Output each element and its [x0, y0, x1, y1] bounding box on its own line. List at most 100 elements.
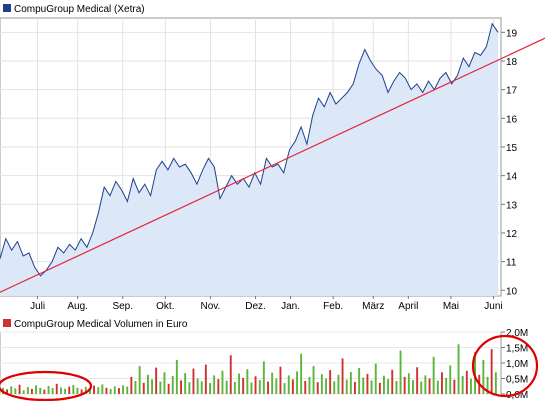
price-y-axis: 10 11 12 13 14 15 16 17 18 19	[501, 28, 518, 297]
volume-bar	[312, 366, 315, 394]
volume-bar	[233, 381, 236, 394]
volume-bar	[134, 381, 137, 394]
price-x-tick-label: Mai	[443, 301, 459, 312]
volume-bar	[470, 378, 472, 394]
volume-bar	[275, 378, 278, 394]
volume-chart-title: CompuGroup Medical Volumen in Euro	[14, 319, 188, 330]
volume-bar	[213, 375, 216, 394]
volume-bar	[130, 376, 133, 394]
volume-bar	[279, 366, 282, 394]
volume-bar	[105, 387, 108, 394]
price-y-tick-label: 16	[506, 114, 518, 125]
volume-bar	[68, 386, 71, 394]
price-x-tick-label: April	[398, 301, 418, 312]
volume-bar	[43, 389, 46, 394]
volume-bar	[374, 363, 377, 394]
price-x-tick-label: Jan.	[281, 301, 300, 312]
volume-bar	[412, 380, 414, 394]
volume-bar	[391, 369, 394, 394]
volume-bar	[204, 364, 207, 394]
volume-bar	[465, 370, 468, 395]
volume-bar	[345, 379, 348, 394]
price-x-tick-label: Nov.	[201, 301, 221, 312]
volume-bar	[89, 388, 91, 394]
volume-bar	[242, 377, 245, 394]
price-y-tick-label: 15	[506, 143, 518, 154]
price-x-tick-label: Feb.	[323, 301, 343, 312]
volume-bar	[436, 380, 439, 394]
volume-bar	[14, 388, 17, 394]
volume-bar	[254, 376, 257, 394]
volume-bar	[47, 385, 50, 394]
volume-bar	[147, 374, 149, 394]
volume-y-tick-label: 1,0M	[506, 359, 528, 370]
volume-bar	[395, 381, 398, 394]
volume-bar	[474, 352, 476, 394]
price-y-tick-label: 19	[506, 28, 518, 39]
volume-bar	[283, 383, 286, 394]
volume-bar	[267, 381, 269, 394]
volume-bar	[101, 384, 104, 394]
volume-bar	[378, 382, 381, 394]
volume-bar	[494, 372, 497, 394]
volume-bar	[138, 366, 141, 394]
volume-bar	[55, 383, 58, 394]
volume-bar	[122, 385, 124, 394]
volume-bar	[180, 380, 182, 394]
volume-bar	[308, 376, 311, 394]
volume-bar	[6, 389, 8, 394]
volume-bar	[142, 382, 145, 394]
price-line	[0, 22, 499, 277]
price-chart: CompuGroup Medical (Xetra) 1011121314151…	[0, 4, 545, 312]
price-x-tick-label: Sep.	[112, 301, 133, 312]
volume-bar	[341, 358, 344, 394]
volume-bar	[486, 376, 489, 394]
price-x-axis: Juli Aug. Sep. Okt. Nov. Dez. Jan. Feb. März Apri…	[30, 296, 503, 312]
volume-bar	[490, 349, 493, 394]
price-y-tick-label: 14	[506, 172, 518, 183]
volume-bar	[184, 373, 187, 394]
volume-bar	[97, 387, 100, 394]
volume-chart: CompuGroup Medical Volumen in Euro 2,0M 1…	[0, 319, 528, 401]
volume-bar	[60, 387, 62, 394]
volume-bar	[407, 373, 410, 394]
price-y-tick-label: 11	[506, 258, 517, 269]
volume-bar	[416, 367, 419, 394]
price-y-tick-label: 12	[506, 229, 518, 240]
volume-bar	[366, 373, 369, 394]
volume-bar	[167, 383, 170, 394]
volume-bar	[51, 388, 54, 394]
volume-bar	[420, 381, 423, 394]
volume-bar	[209, 383, 211, 394]
volume-bar	[238, 373, 240, 394]
volume-bar	[325, 378, 327, 394]
volume-bar	[258, 380, 261, 394]
volume-bar	[10, 386, 13, 395]
volume-bar	[22, 390, 25, 394]
volume-bar	[246, 369, 249, 394]
volume-bar	[349, 372, 352, 394]
volume-bar	[457, 344, 460, 394]
volume-bar	[304, 381, 307, 394]
price-y-tick-label: 10	[506, 286, 518, 297]
volume-bar	[159, 381, 162, 394]
volume-bar	[192, 368, 195, 394]
volume-bar	[362, 377, 365, 394]
trend-line	[0, 37, 545, 293]
price-x-tick-label: Dez.	[245, 301, 266, 312]
volume-bar	[428, 378, 431, 394]
volume-y-tick-label: 1,5M	[506, 344, 528, 355]
volume-bar	[354, 381, 356, 394]
volume-bar	[333, 381, 336, 394]
volume-bar	[271, 372, 274, 394]
volume-bar	[445, 377, 448, 394]
volume-bar	[370, 380, 373, 394]
volume-bar	[175, 359, 178, 394]
volume-bar	[200, 381, 203, 394]
volume-bar	[225, 380, 228, 394]
volume-bar	[250, 382, 253, 394]
volume-bar	[316, 382, 319, 394]
volume-bar	[461, 376, 464, 394]
price-y-tick-label: 17	[506, 86, 518, 97]
